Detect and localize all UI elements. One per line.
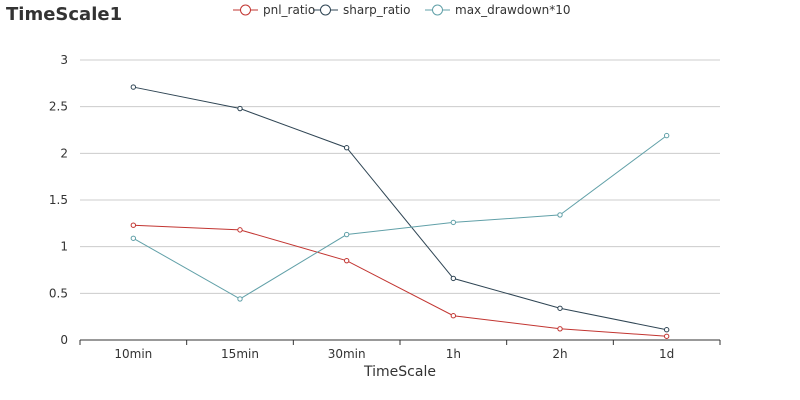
- series-group: [130, 84, 670, 339]
- legend-label: max_drawdown*10: [455, 3, 571, 17]
- legend-marker-icon: [432, 4, 443, 16]
- x-axis: 10min 15min 30min 1h 2h 1d: [79, 339, 721, 361]
- data-point[interactable]: [557, 212, 563, 218]
- legend[interactable]: pnl_ratio sharp_ratio max_drawdown*10: [233, 3, 571, 17]
- series-line: [133, 224, 667, 337]
- data-point[interactable]: [557, 326, 563, 332]
- data-point[interactable]: [557, 305, 563, 311]
- legend-item-pnl_ratio[interactable]: pnl_ratio: [233, 3, 315, 17]
- data-point[interactable]: [130, 235, 137, 241]
- data-point[interactable]: [450, 313, 457, 319]
- x-tick-label: 30min: [328, 347, 366, 361]
- chart-title: TimeScale1: [6, 4, 122, 25]
- y-tick-label: 2: [60, 146, 68, 160]
- y-tick-label: 1: [60, 240, 68, 254]
- x-tick-label: 2h: [552, 347, 567, 361]
- x-tick-label: 1h: [446, 347, 461, 361]
- data-point[interactable]: [237, 105, 243, 112]
- legend-label: pnl_ratio: [263, 3, 315, 17]
- series-pnl_ratio: [130, 222, 670, 339]
- legend-item-max_drawdown*10[interactable]: max_drawdown*10: [425, 3, 571, 17]
- data-point[interactable]: [130, 222, 137, 228]
- data-point[interactable]: [663, 333, 670, 339]
- x-tick-label: 15min: [221, 347, 259, 361]
- y-tick-label: 0: [60, 333, 68, 347]
- legend-marker-icon: [320, 4, 331, 16]
- data-point[interactable]: [237, 296, 243, 302]
- x-axis-title: TimeScale: [363, 364, 436, 380]
- data-point[interactable]: [450, 275, 457, 282]
- legend-label: sharp_ratio: [343, 3, 410, 17]
- legend-item-sharp_ratio[interactable]: sharp_ratio: [313, 3, 410, 17]
- x-tick-label: 10min: [114, 347, 152, 361]
- data-point[interactable]: [343, 257, 350, 264]
- series-max_drawdown*10: [130, 132, 670, 302]
- series-sharp_ratio: [130, 84, 670, 333]
- x-tick-label: 1d: [659, 347, 674, 361]
- data-point[interactable]: [343, 231, 350, 238]
- data-point[interactable]: [343, 145, 350, 151]
- data-point[interactable]: [663, 132, 670, 139]
- data-point[interactable]: [237, 227, 243, 233]
- y-tick-label: 0.5: [49, 286, 68, 300]
- legend-marker-icon: [240, 4, 251, 16]
- data-point[interactable]: [130, 84, 137, 90]
- data-point[interactable]: [450, 219, 457, 226]
- y-tick-label: 1.5: [49, 193, 68, 207]
- grid-lines: [80, 59, 720, 294]
- series-line: [133, 86, 667, 331]
- y-tick-label: 2.5: [49, 100, 68, 114]
- y-axis: 0 0.5 1 1.5 2 2.5 3: [49, 53, 68, 347]
- y-tick-label: 3: [60, 53, 68, 67]
- data-point[interactable]: [663, 327, 670, 333]
- series-line: [133, 135, 667, 300]
